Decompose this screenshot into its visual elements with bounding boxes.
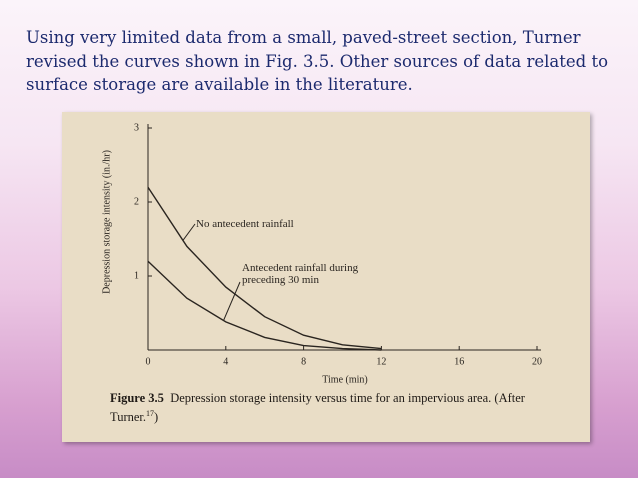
y-axis-label: Depression storage intensity (in./hr) [101, 150, 112, 294]
x-axis-label: Time (min) [322, 374, 367, 385]
chart: Depression storage intensity (in./hr) Ti… [101, 122, 542, 385]
caption-close: ) [154, 410, 159, 425]
x-tick-label: 8 [301, 356, 306, 367]
y-tick-label: 1 [134, 270, 139, 281]
x-tick-label: 20 [532, 356, 542, 367]
leader-line [182, 223, 196, 241]
leader-line [223, 281, 241, 321]
caption-label: Figure 3.5 [110, 391, 164, 405]
y-tick-label: 3 [134, 122, 139, 133]
caption-ref: 17 [146, 409, 155, 418]
series-line [147, 260, 382, 351]
caption-text: Depression storage intensity versus time… [110, 391, 525, 425]
x-tick-label: 12 [376, 356, 386, 367]
series-line [147, 186, 382, 350]
x-tick-label: 4 [223, 356, 228, 367]
x-tick-label: 0 [146, 356, 151, 367]
y-tick-label: 2 [134, 196, 139, 207]
slide-text: Using very limited data from a small, pa… [26, 28, 609, 94]
figure: Depression storage intensity (in./hr) Ti… [62, 112, 590, 442]
series-label: Antecedent rainfall during preceding 30 … [242, 262, 359, 286]
series-label: No antecedent rainfall [196, 218, 294, 230]
x-tick-label: 16 [454, 356, 464, 367]
caption: Figure 3.5 Depression storage intensity … [110, 390, 550, 425]
